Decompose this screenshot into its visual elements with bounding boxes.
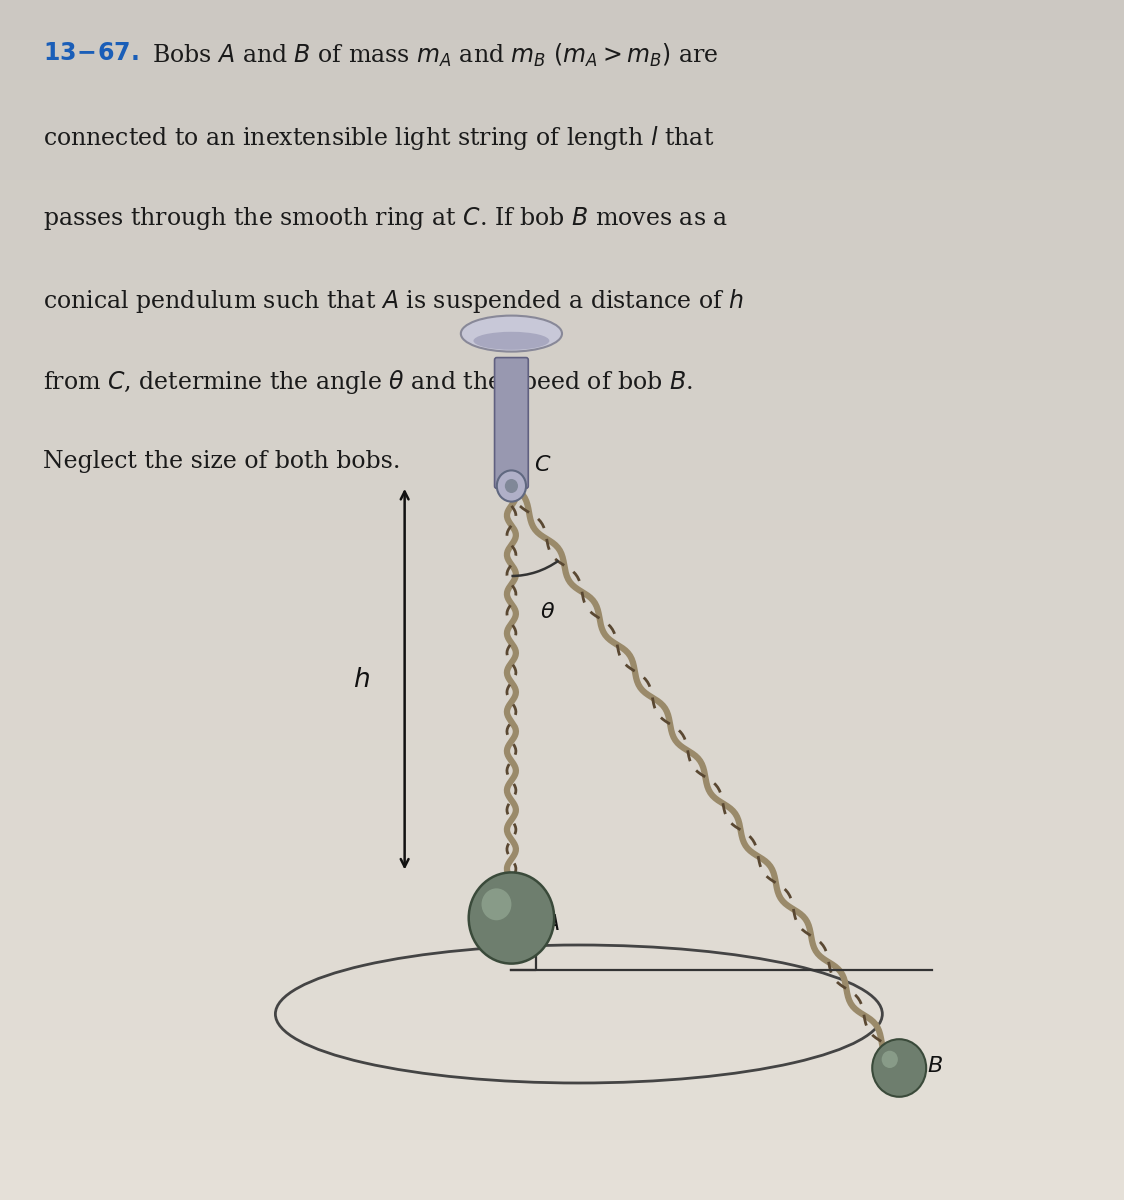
Text: $\theta$: $\theta$ [540,601,555,623]
Circle shape [481,888,511,920]
Bar [0,1000,1124,1020]
Bar [0,340,1124,360]
Bar [0,120,1124,140]
Bar [0,400,1124,420]
Bar [0,840,1124,860]
Bar [0,280,1124,300]
Bar [0,500,1124,520]
Bar [0,760,1124,780]
Text: passes through the smooth ring at $C$. If bob $B$ moves as a: passes through the smooth ring at $C$. I… [43,205,727,233]
Bar [0,1060,1124,1080]
Bar [0,660,1124,680]
Bar [0,1040,1124,1060]
Text: connected to an inextensible light string of length $l$ that: connected to an inextensible light strin… [43,124,714,151]
Bar [0,480,1124,500]
Text: $h$: $h$ [353,667,371,691]
Bar [0,200,1124,220]
Bar [0,820,1124,840]
Bar [0,160,1124,180]
Circle shape [497,470,526,502]
Bar [0,220,1124,240]
Bar [0,300,1124,320]
Bar [0,1080,1124,1100]
Text: Neglect the size of both bobs.: Neglect the size of both bobs. [43,450,400,473]
Bar [0,460,1124,480]
Bar [0,0,1124,20]
Text: $C$: $C$ [534,455,552,476]
Bar [0,1100,1124,1120]
Text: Bobs $A$ and $B$ of mass $m_A$ and $m_B$ $(m_A > m_B)$ are: Bobs $A$ and $B$ of mass $m_A$ and $m_B$… [152,42,718,70]
Bar [0,240,1124,260]
Bar [0,380,1124,400]
Bar [0,100,1124,120]
Bar [0,1160,1124,1180]
Bar [0,880,1124,900]
Bar [0,640,1124,660]
Bar [0,360,1124,380]
Bar [0,860,1124,880]
Text: $A$: $A$ [543,913,560,935]
Bar [0,700,1124,720]
Bar [0,720,1124,740]
Circle shape [881,1051,898,1068]
Bar [0,920,1124,940]
Bar [0,680,1124,700]
FancyBboxPatch shape [495,358,528,488]
Bar [0,1180,1124,1200]
Circle shape [872,1039,926,1097]
Bar [0,540,1124,560]
Bar [0,20,1124,40]
Bar [0,260,1124,280]
Ellipse shape [473,331,550,350]
Text: $B$: $B$ [927,1055,943,1076]
Bar [0,1120,1124,1140]
Text: conical pendulum such that $A$ is suspended a distance of $h$: conical pendulum such that $A$ is suspen… [43,287,744,314]
Bar [0,740,1124,760]
Bar [0,800,1124,820]
Bar [0,940,1124,960]
Bar [0,600,1124,620]
Circle shape [505,479,518,493]
Bar [0,560,1124,580]
Bar [0,140,1124,160]
Ellipse shape [461,316,562,352]
Bar [0,40,1124,60]
Circle shape [469,872,554,964]
Bar [0,180,1124,200]
Bar [0,520,1124,540]
Bar [0,320,1124,340]
Bar [0,900,1124,920]
Bar [0,60,1124,80]
Text: from $C$, determine the angle $\theta$ and the speed of bob $B$.: from $C$, determine the angle $\theta$ a… [43,368,692,396]
Bar [0,980,1124,1000]
Bar [0,620,1124,640]
Bar [0,780,1124,800]
Bar [0,80,1124,100]
Bar [0,1140,1124,1160]
Bar [0,1020,1124,1040]
Bar [0,580,1124,600]
Text: $\mathbf{13\!-\!67.}$: $\mathbf{13\!-\!67.}$ [43,42,138,65]
Bar [0,440,1124,460]
Bar [0,420,1124,440]
Bar [0,960,1124,980]
